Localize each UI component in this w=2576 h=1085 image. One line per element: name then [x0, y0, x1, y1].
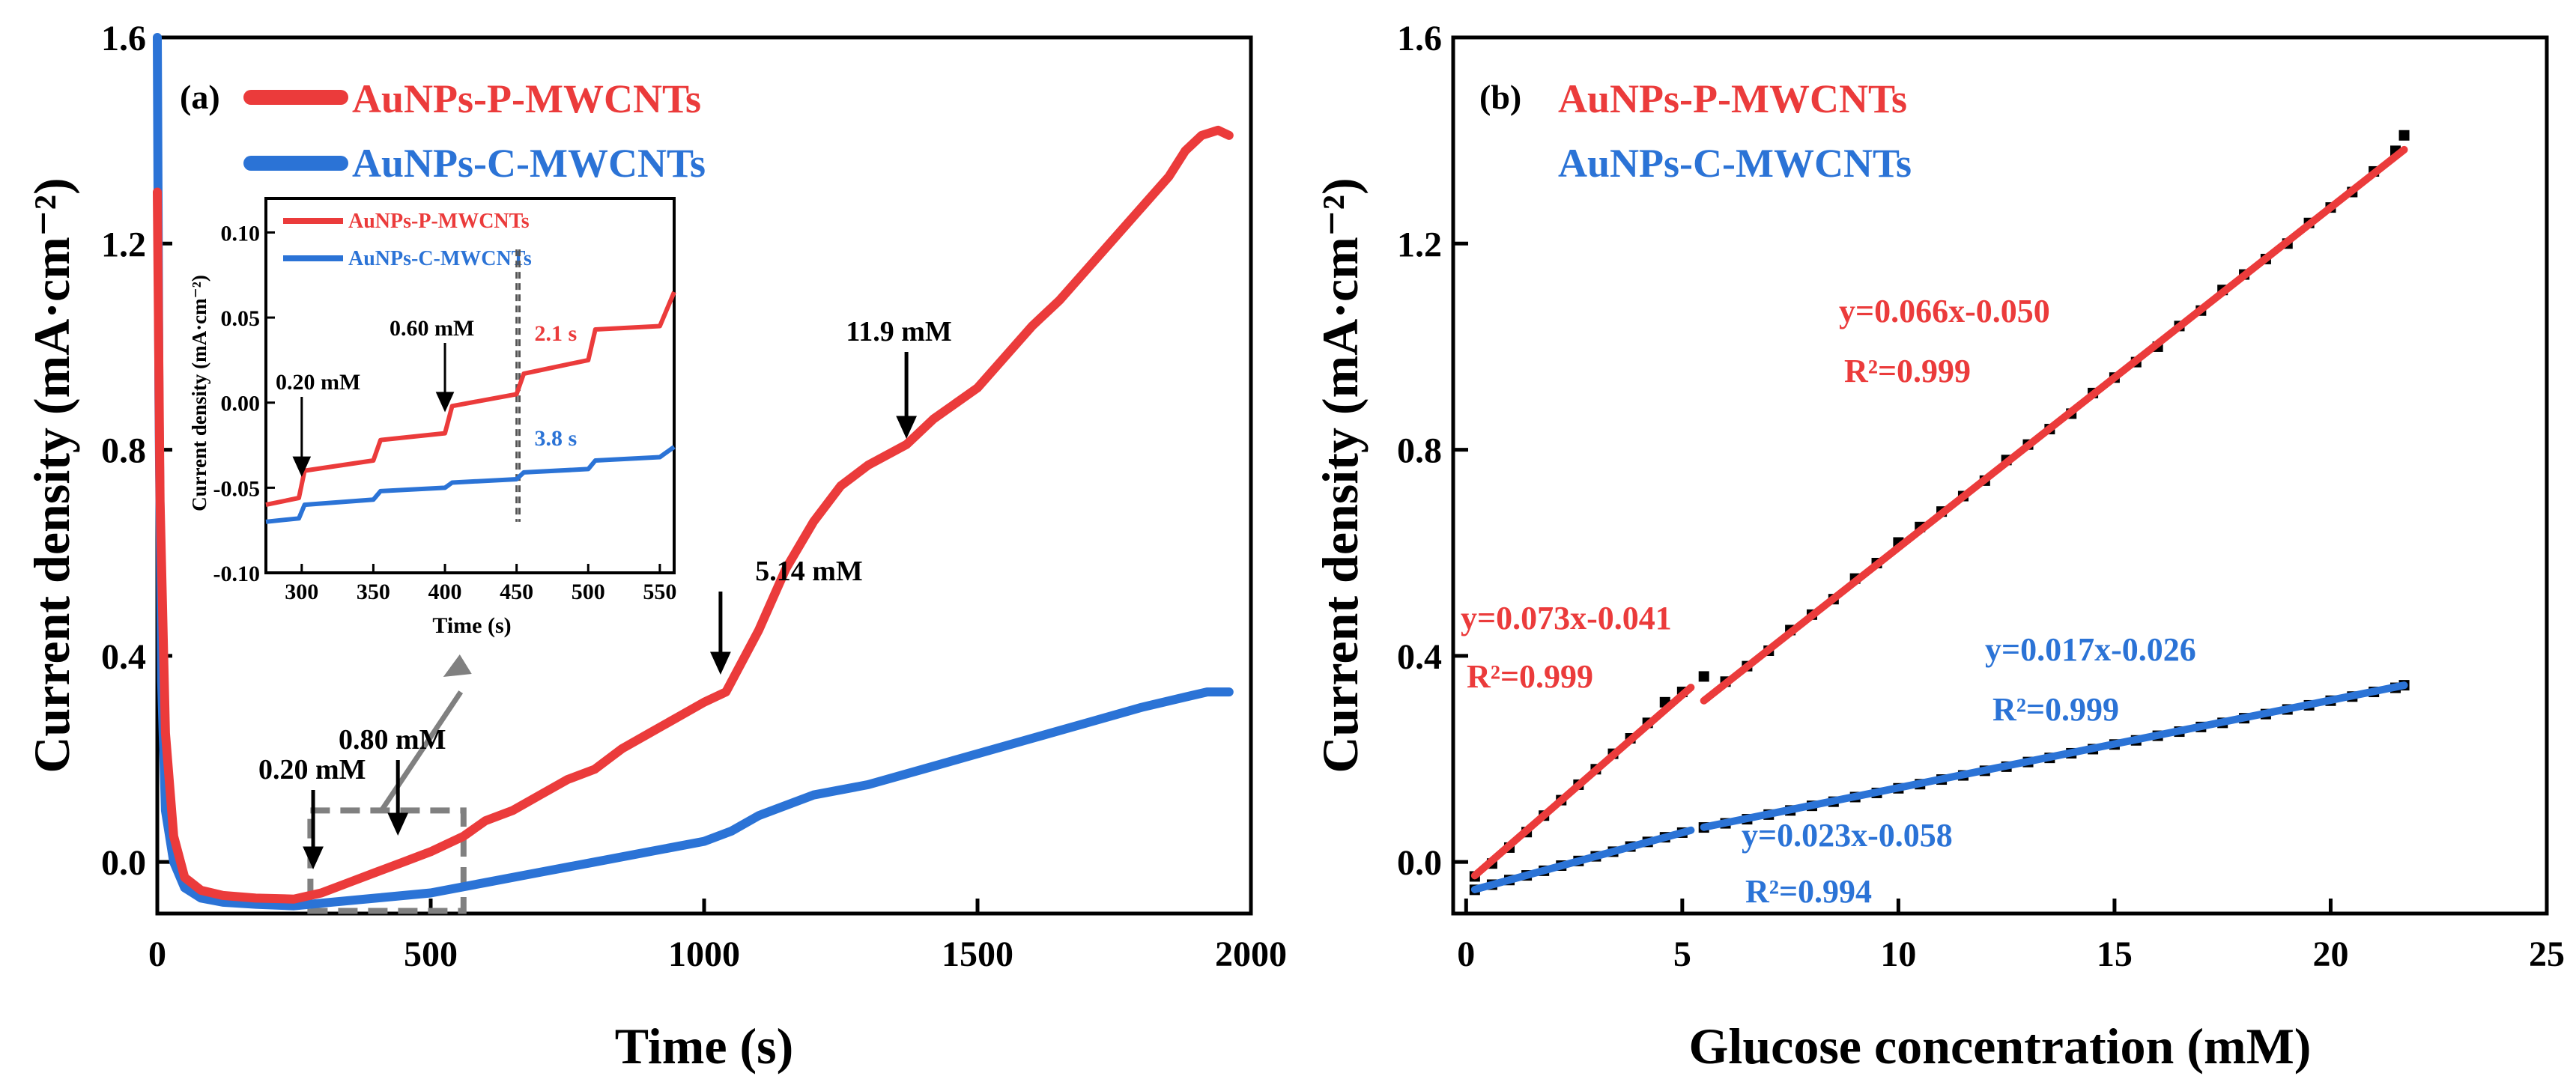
- fit-r2-blue-low: R²=0.994: [1745, 873, 1872, 910]
- b-ytick-label: 0.4: [1397, 637, 1442, 677]
- panel-a-ylabel: Current density (mA·cm⁻²): [23, 177, 80, 773]
- inset-annot-3-8s: 3.8 s: [534, 426, 577, 451]
- zoom-arrow-line: [379, 690, 464, 812]
- inset-legend-red-label: AuNPs-P-MWCNTs: [348, 210, 530, 233]
- inset-ytick-label: -0.05: [213, 476, 261, 501]
- annot-a-11-9: 11.9 mM: [846, 316, 951, 347]
- inset-xtick-label: 450: [500, 580, 533, 604]
- b-xtick-label: 10: [1880, 934, 1916, 974]
- inset-ytick-label: 0.10: [221, 221, 261, 246]
- annot-a-0-80: 0.80 mM: [339, 724, 446, 756]
- b-xtick-label: 20: [2312, 934, 2348, 974]
- panel-a: (a) AuNPs-P-MWCNTs AuNPs-C-MWCNTs 0.0 0.4…: [23, 19, 1287, 1075]
- inset-ytick-label: 0.00: [221, 392, 261, 416]
- legend-a-blue-label: AuNPs-C-MWCNTs: [352, 141, 706, 186]
- fit-eq-red-low: y=0.073x-0.041: [1461, 600, 1672, 636]
- inset-xtick-label: 500: [572, 580, 605, 604]
- inset-ytick-label: 0.05: [221, 306, 261, 331]
- inset-legend-blue-label: AuNPs-C-MWCNTs: [348, 247, 532, 270]
- b-ytick-label: 0.8: [1397, 431, 1442, 471]
- arrow-a-0-80: [387, 760, 409, 836]
- inset-frame: [264, 197, 676, 574]
- legend-b-red-label: AuNPs-P-MWCNTs: [1558, 76, 1907, 121]
- inset-series-c-mwcnts: [265, 445, 676, 524]
- arrow-a-0-20: [303, 790, 324, 870]
- fit-r2-blue-high: R²=0.999: [1992, 691, 2119, 728]
- b-xtick-label: 15: [2097, 934, 2133, 974]
- inset-xtick-label: 350: [357, 580, 390, 604]
- series-a-c-mwcnts: [153, 33, 1234, 911]
- annot-a-5-14: 5.14 mM: [755, 556, 863, 587]
- zoom-arrow-head: [443, 654, 472, 677]
- arrow-a-11-9: [896, 352, 917, 440]
- inset-arrow-0-20: [292, 397, 312, 477]
- a-xtick-label: 1500: [942, 934, 1013, 974]
- fit-r2-red-low: R²=0.999: [1467, 658, 1593, 695]
- panel-b: (b) AuNPs-P-MWCNTs AuNPs-C-MWCNTs 0.0 0.4…: [1312, 19, 2565, 1075]
- fit-line-red-0: [1470, 684, 1695, 880]
- series-a-p-mwcnts: [153, 125, 1234, 904]
- a-ytick-label: 1.6: [101, 19, 146, 58]
- fit-line-blue-0: [1470, 826, 1695, 893]
- inset-annot-2-1s: 2.1 s: [534, 321, 577, 346]
- b-xtick-label: 25: [2529, 934, 2565, 974]
- inset-ytick-label: -0.10: [213, 562, 261, 586]
- inset-series-p-mwcnts: [265, 291, 676, 508]
- inset-xtick-label: 300: [285, 580, 318, 604]
- panel-b-frame: [1451, 35, 2549, 916]
- b-xtick-label: 5: [1673, 934, 1691, 974]
- panel-b-xlabel: Glucose concentration (mM): [1689, 1018, 2312, 1075]
- b-ytick-label: 1.2: [1397, 225, 1442, 264]
- annot-a-0-20: 0.20 mM: [258, 754, 366, 785]
- panel-b-tag: (b): [1479, 78, 1521, 116]
- b-ytick-label: 0.0: [1397, 843, 1442, 883]
- panel-b-ylabel: Current density (mA·cm⁻²): [1312, 177, 1369, 773]
- a-ytick-label: 0.0: [101, 843, 146, 883]
- fit-line-blue-1: [1700, 681, 2408, 831]
- legend-b-blue-label: AuNPs-C-MWCNTs: [1558, 141, 1912, 186]
- fit-line-red-1: [1700, 145, 2408, 705]
- inset-xlabel: Time (s): [432, 613, 511, 638]
- scatter-point: [1698, 671, 1709, 682]
- fit-r2-red-high: R²=0.999: [1844, 353, 1971, 389]
- inset-annot-0-60: 0.60 mM: [390, 316, 474, 341]
- a-ytick-label: 0.4: [101, 637, 146, 677]
- inset-arrow-0-60: [435, 343, 455, 413]
- scatter-point: [2398, 130, 2410, 141]
- panel-a-tag: (a): [180, 78, 220, 116]
- panel-a-xlabel: Time (s): [615, 1018, 794, 1075]
- a-xtick-label: 0: [148, 934, 166, 974]
- legend-a-red-label: AuNPs-P-MWCNTs: [352, 76, 701, 121]
- fit-eq-red-high: y=0.066x-0.050: [1839, 293, 2050, 329]
- a-xtick-label: 2000: [1215, 934, 1287, 974]
- b-xtick-label: 0: [1457, 934, 1475, 974]
- inset-chart: AuNPs-P-MWCNTs AuNPs-C-MWCNTs -0.10 -0.05…: [188, 191, 676, 638]
- arrow-a-5-14: [710, 592, 731, 675]
- inset-xtick-label: 550: [643, 580, 676, 604]
- a-ytick-label: 1.2: [101, 225, 146, 264]
- b-ytick-label: 1.6: [1397, 19, 1442, 58]
- inset-ylabel: Current density (mA·cm⁻²): [188, 275, 210, 511]
- inset-xtick-label: 400: [428, 580, 462, 604]
- fit-eq-blue-low: y=0.023x-0.058: [1742, 817, 1953, 854]
- a-xtick-label: 1000: [668, 934, 740, 974]
- a-xtick-label: 500: [404, 934, 458, 974]
- fit-eq-blue-high: y=0.017x-0.026: [1985, 631, 2196, 668]
- inset-annot-0-20: 0.20 mM: [276, 370, 360, 395]
- a-ytick-label: 0.8: [101, 431, 146, 471]
